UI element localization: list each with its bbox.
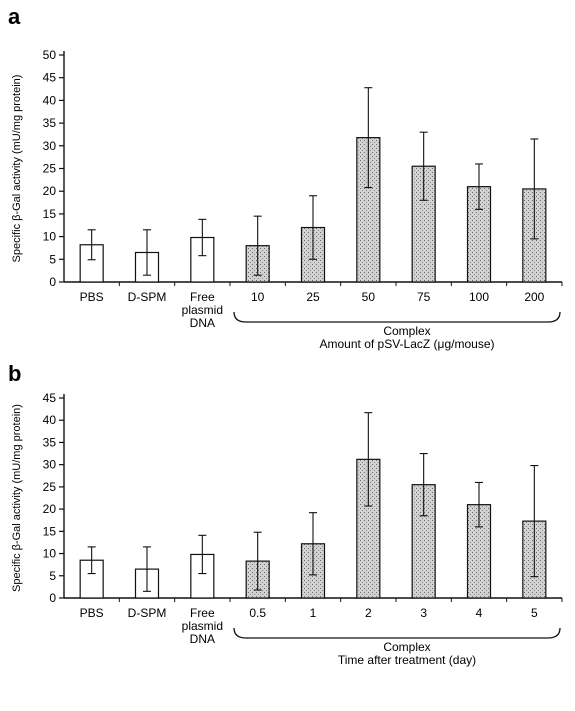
y-tick-label: 20 xyxy=(43,502,57,516)
chart-panel-a: a 0 5 10 15 20 25 30 35 40 45 50 Specific β-Gal acti… xyxy=(8,4,563,351)
category-label-line: D-SPM xyxy=(128,606,167,620)
category-label: 200 xyxy=(524,290,544,304)
group-sublabel: Time after treatment (day) xyxy=(338,653,476,667)
y-axis-label: Specific β-Gal activity (mU/mg protein) xyxy=(11,75,23,263)
group-label: Complex xyxy=(383,324,430,338)
y-tick-label: 45 xyxy=(43,391,57,405)
y-tick-label: 5 xyxy=(49,252,56,266)
panel-label: b xyxy=(8,361,21,386)
category-label: 0.5 xyxy=(249,606,266,620)
category-label-line: 75 xyxy=(417,290,431,304)
y-tick-label: 20 xyxy=(43,184,57,198)
y-tick-label: 10 xyxy=(43,230,57,244)
category-label: D-SPM xyxy=(128,290,167,304)
category-label-line: 10 xyxy=(251,290,265,304)
category-label-line: D-SPM xyxy=(128,290,167,304)
category-label-line: plasmid xyxy=(182,619,223,633)
y-tick-label: 10 xyxy=(43,547,57,561)
y-tick-label: 50 xyxy=(43,48,57,62)
category-label-line: 50 xyxy=(362,290,376,304)
category-label-line: 1 xyxy=(310,606,317,620)
category-label-line: 200 xyxy=(524,290,544,304)
category-label: 2 xyxy=(365,606,372,620)
y-tick-label: 25 xyxy=(43,480,57,494)
category-label-line: 0.5 xyxy=(249,606,266,620)
y-tick-label: 35 xyxy=(43,116,57,130)
y-tick-label: 15 xyxy=(43,207,57,221)
category-label-line: PBS xyxy=(80,290,104,304)
category-label: 4 xyxy=(476,606,483,620)
category-label-line: 25 xyxy=(306,290,320,304)
category-label-line: 2 xyxy=(365,606,372,620)
category-label: 75 xyxy=(417,290,431,304)
group-label: Complex xyxy=(383,640,430,654)
category-label-line: 4 xyxy=(476,606,483,620)
category-label: 3 xyxy=(420,606,427,620)
y-tick-label: 35 xyxy=(43,435,57,449)
y-tick-label: 25 xyxy=(43,162,57,176)
category-label: Free plasmid DNA xyxy=(182,606,223,646)
category-label: 25 xyxy=(306,290,320,304)
category-label: PBS xyxy=(80,290,104,304)
category-label-line: PBS xyxy=(80,606,104,620)
category-label: 10 xyxy=(251,290,265,304)
category-label: Free plasmid DNA xyxy=(182,290,223,330)
category-label-line: DNA xyxy=(190,316,215,330)
category-label: 5 xyxy=(531,606,538,620)
category-label: 50 xyxy=(362,290,376,304)
y-axis-label: Specific β-Gal activity (mU/mg protein) xyxy=(11,404,23,592)
y-tick-label: 40 xyxy=(43,413,57,427)
y-tick-label: 45 xyxy=(43,71,57,85)
category-label-line: 100 xyxy=(469,290,489,304)
y-tick-label: 40 xyxy=(43,93,57,107)
category-label: PBS xyxy=(80,606,104,620)
y-tick-label: 30 xyxy=(43,139,57,153)
group-sublabel: Amount of pSV-LacZ (μg/mouse) xyxy=(320,337,495,351)
y-tick-label: 0 xyxy=(49,591,56,605)
y-tick-label: 0 xyxy=(49,275,56,289)
category-label-line: Free xyxy=(190,606,215,620)
group-bracket xyxy=(233,311,561,323)
category-label-line: Free xyxy=(190,290,215,304)
category-label-line: DNA xyxy=(190,632,215,646)
category-label-line: 3 xyxy=(420,606,427,620)
y-tick-label: 5 xyxy=(49,569,56,583)
group-bracket xyxy=(233,627,561,639)
category-label: 1 xyxy=(310,606,317,620)
category-label: D-SPM xyxy=(128,606,167,620)
panel-label: a xyxy=(8,4,21,29)
y-tick-label: 30 xyxy=(43,458,57,472)
category-label-line: 5 xyxy=(531,606,538,620)
category-label-line: plasmid xyxy=(182,303,223,317)
category-label: 100 xyxy=(469,290,489,304)
y-tick-label: 15 xyxy=(43,524,57,538)
